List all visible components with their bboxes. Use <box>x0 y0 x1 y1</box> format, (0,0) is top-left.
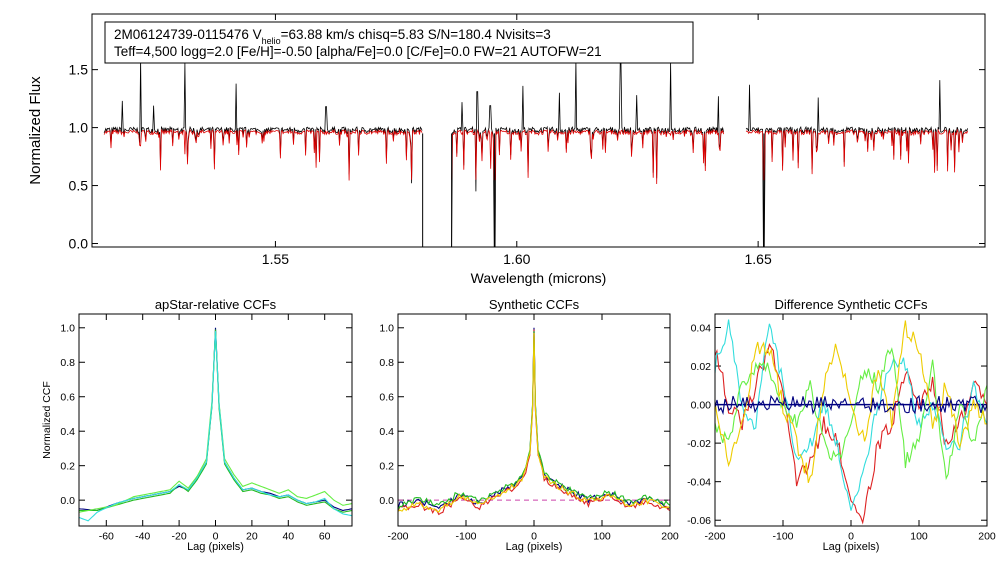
x-axis-label: Lag (pixels) <box>187 541 244 553</box>
x-tick-label: 200 <box>661 531 679 543</box>
info-line-1: 2M06124739-0115476 Vhelio=63.88 km/s chi… <box>114 27 551 46</box>
x-tick-label: 1.65 <box>745 251 772 267</box>
y-tick-label: 0.02 <box>691 361 712 373</box>
x-tick-label: 40 <box>282 531 294 543</box>
y-tick-label: 0.6 <box>379 392 394 404</box>
model-spectrum-line <box>451 128 724 185</box>
spectrum-panel: 1.55 1.60 1.65 0.0 0.5 1.0 1.5 Wavelength (micr… <box>27 13 986 286</box>
y-tick-label: -0.02 <box>687 438 711 450</box>
y-axis-label: Normalized Flux <box>27 76 44 185</box>
y-tick-label: 0.2 <box>379 460 394 472</box>
panel-title: Difference Synthetic CCFs <box>775 297 928 312</box>
x-tick-label: 100 <box>593 531 611 543</box>
y-tick-label: 1.0 <box>69 120 89 136</box>
x-tick-label: 1.55 <box>262 251 289 267</box>
x-tick-label: -200 <box>704 531 725 543</box>
y-tick-label: 0.6 <box>60 392 75 404</box>
x-tick-label: -100 <box>772 531 793 543</box>
y-tick-label: 0.8 <box>60 357 75 369</box>
x-tick-label: 0 <box>848 531 854 543</box>
info-line-1-subscript: helio <box>262 36 281 46</box>
plot-frame <box>91 13 986 248</box>
ccf-series-navy <box>714 394 988 416</box>
x-tick-label: 20 <box>246 531 258 543</box>
y-tick-label: 0.4 <box>379 426 394 438</box>
y-tick-label: 0.0 <box>60 495 75 507</box>
panel-title: Synthetic CCFs <box>489 297 580 312</box>
y-tick-label: 1.0 <box>60 323 75 335</box>
x-tick-label: -20 <box>172 531 187 543</box>
plot-frame <box>397 313 671 527</box>
x-axis-label: Lag (pixels) <box>823 541 880 553</box>
y-tick-label: 0.4 <box>60 426 75 438</box>
x-tick-label: 0 <box>213 531 219 543</box>
info-line-1-prefix: 2M06124739-0115476 V <box>114 27 262 42</box>
observed-spectrum-line <box>103 57 423 184</box>
y-tick-label: 0.5 <box>69 178 89 194</box>
model-spectrum-line <box>745 128 968 181</box>
info-box: 2M06124739-0115476 Vhelio=63.88 km/s chi… <box>104 21 694 64</box>
y-tick-label: -0.06 <box>687 515 711 527</box>
ccf-series-lightgreen <box>714 347 988 481</box>
y-tick-label: 0.0 <box>379 495 394 507</box>
observed-spectrum-line <box>451 60 724 248</box>
ccf-series-cyan <box>78 331 353 522</box>
model-spectrum-line <box>103 128 423 181</box>
plot-frame <box>78 313 353 527</box>
difference-ccf-panel: -200 -100 0 100 200 -0.06 -0.04 -0.02 0.00 0.02 0.… <box>687 297 996 553</box>
info-line-2: Teff=4,500 logg=2.0 [Fe/H]=-0.50 [alpha/… <box>114 44 602 59</box>
y-tick-label: 1.0 <box>379 323 394 335</box>
y-tick-label: 0.8 <box>379 357 394 369</box>
info-line-1-suffix: =63.88 km/s chisq=5.83 S/N=180.4 Nvisits… <box>281 27 551 42</box>
y-tick-label: -0.04 <box>687 476 711 488</box>
x-tick-label: -200 <box>387 531 408 543</box>
synthetic-ccf-panel: -200 -100 0 100 200 0.0 0.2 0.4 0.6 0.8 1.0 Synthet… <box>379 297 679 553</box>
x-tick-label: 100 <box>910 531 928 543</box>
ccf-series-red <box>397 329 671 516</box>
x-tick-label: 0 <box>531 531 537 543</box>
plot-frame <box>714 313 988 527</box>
info-box-frame <box>104 21 694 64</box>
x-tick-label: 1.60 <box>503 251 530 267</box>
y-tick-label: 1.5 <box>69 62 89 78</box>
x-tick-label: -60 <box>99 531 114 543</box>
y-tick-label: 0.0 <box>69 236 89 252</box>
y-tick-label: 0.2 <box>60 460 75 472</box>
panel-title: apStar-relative CCFs <box>155 297 277 312</box>
x-axis-label: Lag (pixels) <box>506 541 563 553</box>
ccf-series-yellow <box>397 332 671 513</box>
ccf-series-red <box>714 343 988 525</box>
x-tick-label: 200 <box>978 531 996 543</box>
x-tick-label: 60 <box>319 531 331 543</box>
ccf-series-green <box>397 331 671 510</box>
x-tick-label: -40 <box>135 531 150 543</box>
ccf-series-cyan <box>714 319 988 511</box>
y-tick-label: 0.04 <box>691 322 712 334</box>
y-axis-label: Normalized CCF <box>41 381 53 459</box>
x-axis-label: Wavelength (microns) <box>471 270 607 286</box>
apstar-ccf-panel: -60 -40 -20 0 20 40 60 0.0 0.2 0.4 0.6 0.8 1.0 apStar… <box>41 297 353 553</box>
y-tick-label: 0.00 <box>691 399 712 411</box>
x-tick-label: -100 <box>455 531 476 543</box>
